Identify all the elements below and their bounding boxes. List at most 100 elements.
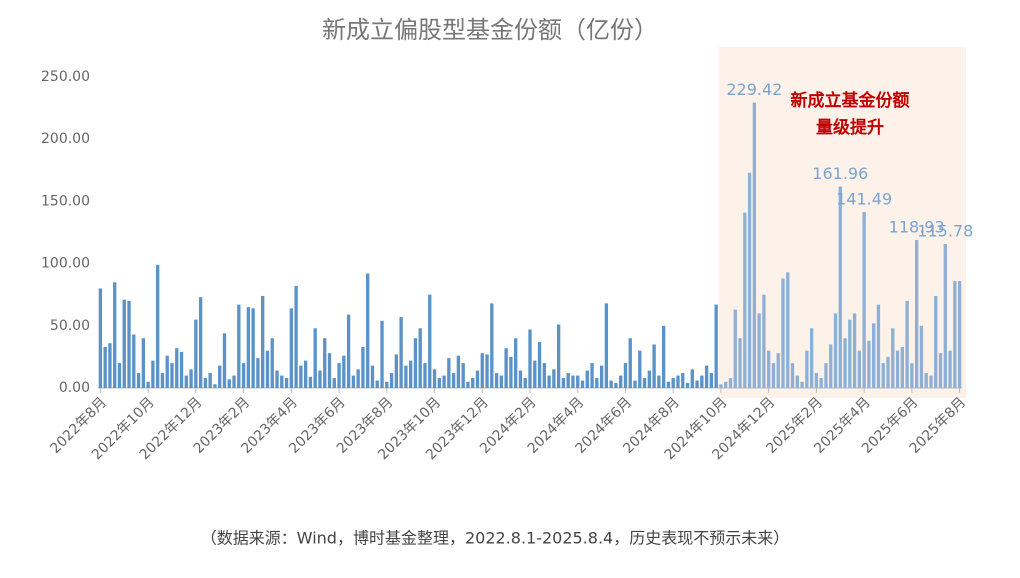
- bar: [170, 363, 174, 388]
- bar: [852, 313, 857, 388]
- bar: [556, 324, 561, 388]
- bar: [652, 344, 656, 388]
- bar: [795, 375, 799, 388]
- bar: [752, 102, 757, 389]
- bar: [98, 288, 103, 388]
- bar: [332, 378, 336, 388]
- value-label: 115.78: [917, 221, 973, 240]
- bar: [370, 365, 375, 388]
- bar: [776, 353, 780, 388]
- bar: [695, 380, 699, 388]
- bar: [561, 378, 566, 388]
- bar: [747, 172, 752, 388]
- bar: [948, 350, 952, 388]
- bar: [576, 375, 580, 388]
- bar: [122, 299, 126, 388]
- bar: [953, 281, 957, 388]
- bar: [351, 375, 356, 388]
- bar: [614, 383, 618, 388]
- bar: [886, 356, 890, 388]
- y-tick-label: 50.00: [50, 318, 90, 334]
- bar: [786, 272, 790, 388]
- bar: [709, 373, 714, 388]
- bar: [619, 375, 623, 388]
- bar: [604, 303, 609, 388]
- bar: [160, 373, 165, 388]
- bar: [523, 378, 527, 388]
- bar: [628, 338, 632, 388]
- bar: [227, 379, 231, 388]
- bar: [528, 329, 532, 388]
- bar: [132, 334, 136, 388]
- bar: [704, 365, 709, 388]
- bar: [657, 375, 661, 388]
- y-tick-label: 200.00: [41, 131, 90, 147]
- bar: [910, 363, 914, 388]
- y-tick-label: 150.00: [41, 193, 90, 209]
- bar: [872, 323, 876, 388]
- bar: [518, 370, 523, 388]
- bar: [857, 350, 862, 388]
- bar: [905, 300, 909, 388]
- y-tick-label: 0.00: [59, 380, 90, 396]
- bar: [934, 295, 938, 388]
- bar: [681, 373, 685, 388]
- bar: [824, 363, 828, 388]
- bar: [246, 307, 251, 388]
- bar: [724, 381, 728, 388]
- y-tick-label: 250.00: [41, 69, 90, 85]
- bar: [900, 346, 905, 388]
- bar: [237, 304, 241, 388]
- bar: [494, 373, 499, 388]
- bar: [552, 369, 556, 388]
- bar: [537, 341, 542, 388]
- bar: [671, 378, 675, 388]
- bar: [294, 285, 298, 388]
- bar: [346, 314, 351, 388]
- bar: [275, 370, 279, 388]
- bar: [265, 350, 270, 388]
- bar: [261, 295, 265, 388]
- bar: [943, 243, 947, 388]
- bar: [208, 373, 212, 388]
- bar: [213, 384, 217, 388]
- bar: [117, 363, 122, 388]
- bar: [800, 381, 804, 388]
- bar: [241, 363, 246, 388]
- value-label: 161.96: [812, 164, 868, 183]
- bar: [394, 354, 399, 388]
- bar: [327, 353, 332, 388]
- bar: [475, 370, 480, 388]
- bar: [762, 294, 766, 388]
- bar: [466, 381, 470, 388]
- bar: [389, 373, 394, 388]
- bar: [580, 380, 585, 388]
- bar: [308, 376, 313, 388]
- bar: [251, 308, 255, 388]
- bar: [771, 363, 776, 388]
- bar: [485, 354, 489, 388]
- bar: [442, 375, 446, 388]
- bar: [113, 282, 117, 388]
- value-label: 118.93: [889, 218, 945, 237]
- bar: [891, 328, 895, 388]
- bar: [471, 378, 475, 388]
- value-label: 141.49: [836, 189, 892, 208]
- bar: [642, 378, 647, 388]
- bar: [862, 211, 866, 388]
- bar: [895, 350, 900, 388]
- bar: [666, 381, 671, 388]
- bar: [447, 358, 451, 388]
- source-note: （数据来源：Wind，博时基金整理，2022.8.1-2025.8.4，历史表现…: [201, 529, 790, 548]
- annotation: 新成立基金份额: [791, 90, 910, 111]
- bar: [514, 338, 518, 388]
- value-label: 229.42: [726, 80, 782, 99]
- bar: [571, 375, 575, 388]
- bar: [399, 317, 403, 388]
- bar: [843, 338, 847, 388]
- bar: [790, 363, 795, 388]
- bar: [881, 363, 885, 388]
- bar: [404, 365, 408, 388]
- bar: [819, 378, 823, 388]
